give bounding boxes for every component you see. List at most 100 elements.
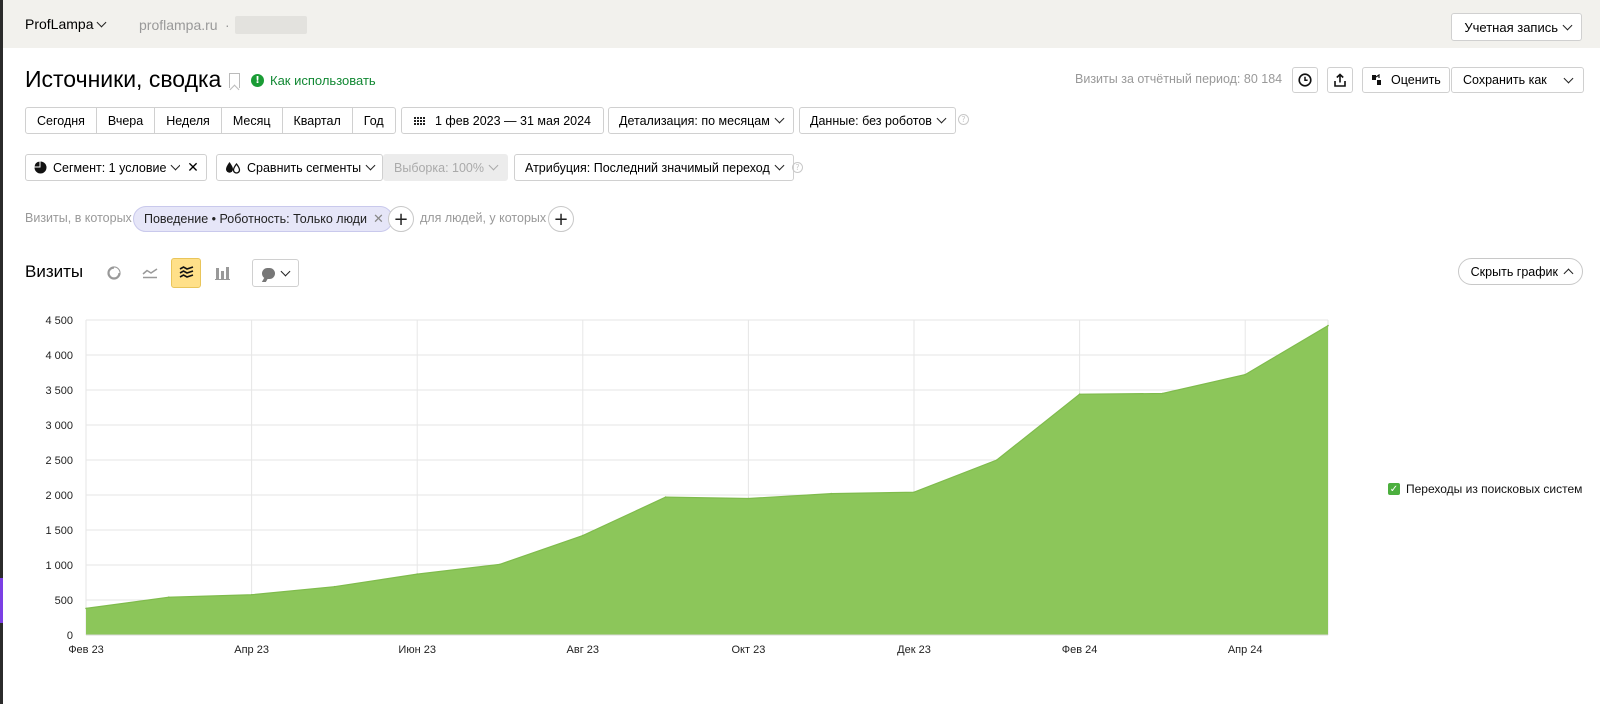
data-filter-dropdown[interactable]: Данные: без роботов bbox=[799, 107, 956, 134]
save-as-button[interactable]: Сохранить как bbox=[1451, 67, 1559, 93]
period-month[interactable]: Месяц bbox=[222, 108, 283, 133]
segment-clear-button[interactable]: ✕ bbox=[180, 154, 207, 181]
page-title: Источники, сводка bbox=[25, 66, 222, 92]
chevron-down-icon bbox=[936, 113, 947, 124]
checkbox-checked-icon: ✓ bbox=[1388, 483, 1400, 495]
info-icon: ! bbox=[251, 74, 264, 87]
area-series bbox=[86, 325, 1328, 635]
y-tick-label: 1 000 bbox=[45, 560, 73, 572]
data-point bbox=[250, 593, 253, 596]
chevron-down-icon bbox=[97, 17, 107, 27]
add-people-filter-button[interactable]: + bbox=[548, 206, 574, 232]
y-tick-label: 3 500 bbox=[45, 385, 73, 397]
chevron-down-icon bbox=[1562, 20, 1573, 30]
hide-chart-label: Скрыть график bbox=[1470, 264, 1558, 279]
close-icon[interactable]: ✕ bbox=[372, 211, 384, 227]
y-tick-label: 500 bbox=[55, 595, 73, 607]
visits-filter-label: Визиты, в которых bbox=[25, 211, 132, 225]
account-button[interactable]: Учетная запись bbox=[1451, 13, 1582, 41]
detail-label: Детализация: по месяцам bbox=[619, 113, 770, 128]
x-tick-label: Окт 23 bbox=[731, 644, 765, 656]
chart-type-line[interactable] bbox=[135, 258, 165, 288]
bar-chart-icon bbox=[214, 267, 230, 280]
site-name: proflampa.ru bbox=[139, 17, 218, 33]
chart-type-area[interactable] bbox=[171, 258, 201, 288]
data-point bbox=[499, 563, 501, 566]
thumbs-icon bbox=[1372, 74, 1381, 85]
filter-chip-behavior[interactable]: Поведение • Роботность: Только люди ✕ bbox=[133, 206, 393, 232]
filter-chip-label: Поведение • Роботность: Только люди bbox=[144, 212, 367, 226]
drops-icon bbox=[226, 162, 241, 174]
date-range-button[interactable]: 1 фев 2023 — 31 мая 2024 bbox=[401, 107, 604, 134]
y-tick-label: 3 000 bbox=[45, 420, 73, 432]
period-selector: Сегодня Вчера Неделя Месяц Квартал Год bbox=[25, 107, 396, 134]
calendar-icon bbox=[414, 116, 425, 125]
legend-label: Переходы из поисковых систем bbox=[1406, 482, 1583, 496]
bookmark-icon[interactable] bbox=[229, 73, 240, 88]
hide-chart-button[interactable]: Скрыть график bbox=[1457, 258, 1583, 285]
save-as-label: Сохранить как bbox=[1463, 73, 1547, 87]
data-point bbox=[85, 607, 87, 610]
chevron-down-icon bbox=[280, 266, 291, 276]
date-range-label: 1 фев 2023 — 31 мая 2024 bbox=[435, 113, 591, 128]
y-tick-label: 4 000 bbox=[45, 350, 73, 362]
x-tick-label: Авг 23 bbox=[567, 644, 599, 656]
y-tick-label: 4 500 bbox=[45, 315, 73, 327]
x-tick-label: Апр 23 bbox=[234, 644, 269, 656]
pie-chart-icon bbox=[34, 161, 47, 174]
help-icon[interactable]: ? bbox=[958, 114, 969, 125]
save-as-dropdown[interactable] bbox=[1554, 67, 1584, 93]
history-button[interactable] bbox=[1292, 67, 1318, 93]
y-tick-label: 0 bbox=[67, 630, 73, 642]
how-to-label: Как использовать bbox=[270, 73, 376, 88]
chevron-up-icon bbox=[1563, 268, 1574, 278]
comment-icon bbox=[262, 267, 275, 279]
chevron-down-icon bbox=[365, 160, 376, 171]
x-tick-label: Фев 24 bbox=[1062, 644, 1098, 656]
chart-type-pie[interactable] bbox=[99, 258, 129, 288]
period-quarter[interactable]: Квартал bbox=[283, 108, 353, 133]
data-point bbox=[416, 573, 419, 575]
pie-icon bbox=[107, 266, 121, 280]
site-separator: · bbox=[225, 17, 230, 33]
period-today[interactable]: Сегодня bbox=[26, 108, 97, 133]
data-point bbox=[996, 459, 998, 461]
plus-icon: + bbox=[553, 208, 569, 230]
chevron-down-icon bbox=[774, 160, 785, 171]
chevron-down-icon bbox=[774, 113, 785, 124]
comments-dropdown[interactable] bbox=[252, 259, 299, 287]
data-point bbox=[747, 497, 750, 500]
data-point bbox=[1244, 373, 1246, 376]
x-tick-label: Июн 23 bbox=[398, 644, 436, 656]
y-tick-label: 1 500 bbox=[45, 525, 73, 537]
export-button[interactable] bbox=[1327, 67, 1353, 93]
attribution-dropdown[interactable]: Атрибуция: Последний значимый переход bbox=[514, 154, 794, 181]
legend-item[interactable]: ✓ Переходы из поисковых систем bbox=[1388, 482, 1582, 496]
compare-segments-dropdown[interactable]: Сравнить сегменты bbox=[216, 154, 384, 181]
period-week[interactable]: Неделя bbox=[155, 108, 222, 133]
line-chart-icon bbox=[142, 268, 158, 279]
period-yesterday[interactable]: Вчера bbox=[97, 108, 156, 133]
close-icon: ✕ bbox=[187, 159, 199, 176]
add-visit-filter-button[interactable]: + bbox=[388, 206, 414, 232]
people-filter-label: для людей, у которых bbox=[420, 211, 547, 225]
rate-button[interactable]: Оценить bbox=[1362, 67, 1450, 93]
detail-dropdown[interactable]: Детализация: по месяцам bbox=[608, 107, 794, 134]
segment-dropdown[interactable]: Сегмент: 1 условие bbox=[25, 154, 189, 181]
data-point bbox=[582, 534, 584, 537]
x-tick-label: Апр 24 bbox=[1228, 644, 1263, 656]
chart-type-bar[interactable] bbox=[207, 258, 237, 288]
data-point bbox=[1327, 324, 1329, 327]
upload-icon bbox=[1334, 72, 1346, 87]
y-tick-label: 2 500 bbox=[45, 455, 73, 467]
period-year[interactable]: Год bbox=[363, 113, 384, 128]
counter-select[interactable]: ProfLampa bbox=[25, 16, 107, 32]
help-icon[interactable]: ? bbox=[792, 162, 803, 173]
chart-title: Визиты bbox=[25, 262, 84, 281]
counter-id-blurred bbox=[235, 16, 307, 34]
visits-chart: 0 500 1 000 1 500 2 000 2 500 3 000 3 500 4 000 4… bbox=[45, 315, 1329, 656]
data-point bbox=[168, 596, 170, 598]
x-tick-label: Дек 23 bbox=[897, 644, 931, 656]
how-to-link[interactable]: ! Как использовать bbox=[251, 73, 376, 88]
y-tick-label: 2 000 bbox=[45, 490, 73, 502]
